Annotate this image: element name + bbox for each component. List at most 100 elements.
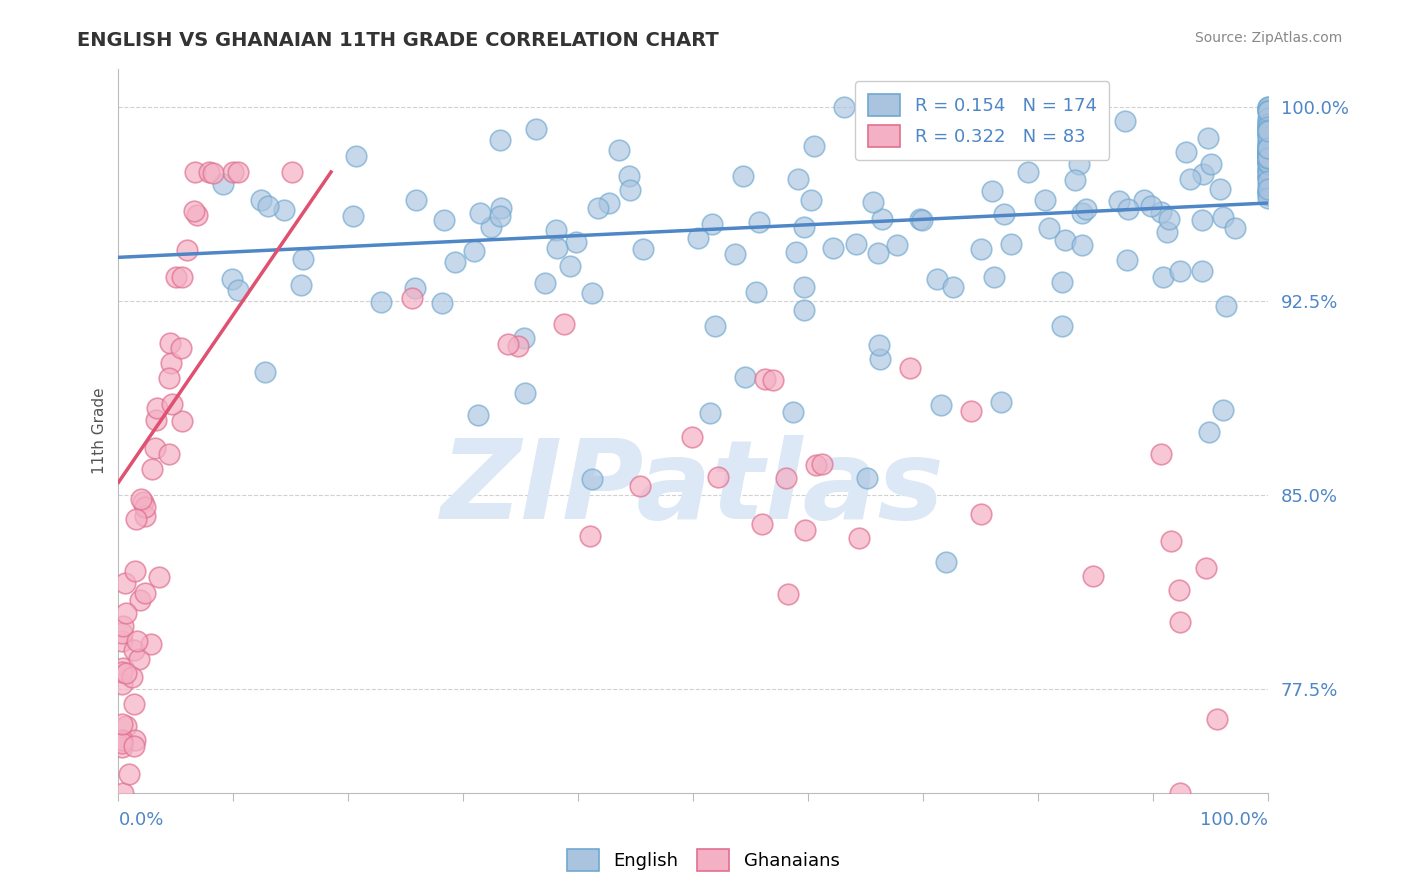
- Point: [489, 201, 512, 215]
- Point: [793, 279, 815, 293]
- Point: [1257, 155, 1279, 169]
- Point: [370, 295, 392, 310]
- Point: [508, 339, 530, 353]
- Text: Source: ZipAtlas.com: Source: ZipAtlas.com: [1195, 31, 1343, 45]
- Point: [221, 272, 243, 286]
- Point: [226, 165, 249, 179]
- Point: [404, 281, 426, 295]
- Point: [581, 285, 603, 300]
- Point: [983, 269, 1005, 284]
- Point: [633, 242, 655, 256]
- Text: ZIPatlas: ZIPatlas: [441, 435, 945, 542]
- Point: [886, 238, 908, 252]
- Point: [804, 458, 827, 472]
- Point: [1257, 104, 1279, 119]
- Point: [1257, 130, 1279, 145]
- Point: [1257, 184, 1279, 198]
- Point: [1197, 131, 1219, 145]
- Point: [253, 365, 276, 379]
- Point: [546, 223, 568, 237]
- Point: [1257, 155, 1279, 169]
- Point: [1168, 264, 1191, 278]
- Point: [1257, 122, 1279, 136]
- Point: [1108, 194, 1130, 208]
- Point: [118, 767, 141, 781]
- Point: [1257, 141, 1279, 155]
- Point: [534, 276, 557, 290]
- Point: [157, 447, 180, 461]
- Point: [1133, 193, 1156, 207]
- Point: [845, 237, 868, 252]
- Point: [250, 193, 273, 207]
- Point: [139, 637, 162, 651]
- Point: [1050, 318, 1073, 333]
- Point: [546, 241, 568, 255]
- Point: [112, 786, 135, 800]
- Point: [1257, 191, 1279, 205]
- Point: [121, 670, 143, 684]
- Point: [1174, 145, 1197, 160]
- Point: [1257, 133, 1279, 147]
- Point: [793, 523, 815, 537]
- Point: [1257, 151, 1279, 165]
- Point: [512, 331, 534, 345]
- Point: [800, 193, 823, 207]
- Point: [1257, 119, 1279, 133]
- Point: [607, 143, 630, 157]
- Point: [489, 209, 512, 223]
- Point: [176, 243, 198, 257]
- Point: [1257, 102, 1279, 116]
- Point: [112, 661, 135, 675]
- Point: [157, 371, 180, 385]
- Point: [111, 625, 134, 640]
- Point: [1212, 210, 1234, 224]
- Point: [1070, 205, 1092, 219]
- Point: [581, 472, 603, 486]
- Point: [731, 169, 754, 183]
- Point: [1257, 161, 1279, 175]
- Point: [1257, 126, 1279, 140]
- Point: [513, 386, 536, 401]
- Point: [1191, 264, 1213, 278]
- Point: [1257, 164, 1279, 178]
- Point: [124, 733, 146, 747]
- Point: [1152, 269, 1174, 284]
- Point: [1257, 156, 1279, 170]
- Point: [1257, 184, 1279, 198]
- Point: [1257, 103, 1279, 118]
- Point: [1156, 226, 1178, 240]
- Point: [1257, 114, 1279, 128]
- Text: 100.0%: 100.0%: [1199, 811, 1268, 829]
- Point: [704, 318, 727, 333]
- Legend: R = 0.154   N = 174, R = 0.322   N = 83: R = 0.154 N = 174, R = 0.322 N = 83: [855, 81, 1109, 160]
- Point: [778, 587, 800, 601]
- Point: [1074, 202, 1097, 216]
- Point: [134, 585, 156, 599]
- Point: [553, 317, 575, 331]
- Point: [122, 739, 145, 754]
- Point: [489, 133, 512, 147]
- Point: [1081, 569, 1104, 583]
- Point: [463, 244, 485, 258]
- Point: [257, 199, 280, 213]
- Point: [1257, 143, 1279, 157]
- Point: [862, 194, 884, 209]
- Point: [290, 278, 312, 293]
- Point: [681, 429, 703, 443]
- Point: [1257, 147, 1279, 161]
- Point: [141, 462, 163, 476]
- Point: [970, 243, 993, 257]
- Point: [898, 361, 921, 376]
- Point: [1257, 182, 1279, 196]
- Point: [524, 122, 547, 136]
- Point: [1054, 233, 1077, 247]
- Point: [1168, 615, 1191, 630]
- Point: [111, 677, 134, 691]
- Point: [1257, 123, 1279, 137]
- Point: [430, 296, 453, 310]
- Point: [870, 212, 893, 227]
- Point: [1033, 194, 1056, 208]
- Point: [115, 719, 138, 733]
- Point: [619, 183, 641, 197]
- Point: [1223, 220, 1246, 235]
